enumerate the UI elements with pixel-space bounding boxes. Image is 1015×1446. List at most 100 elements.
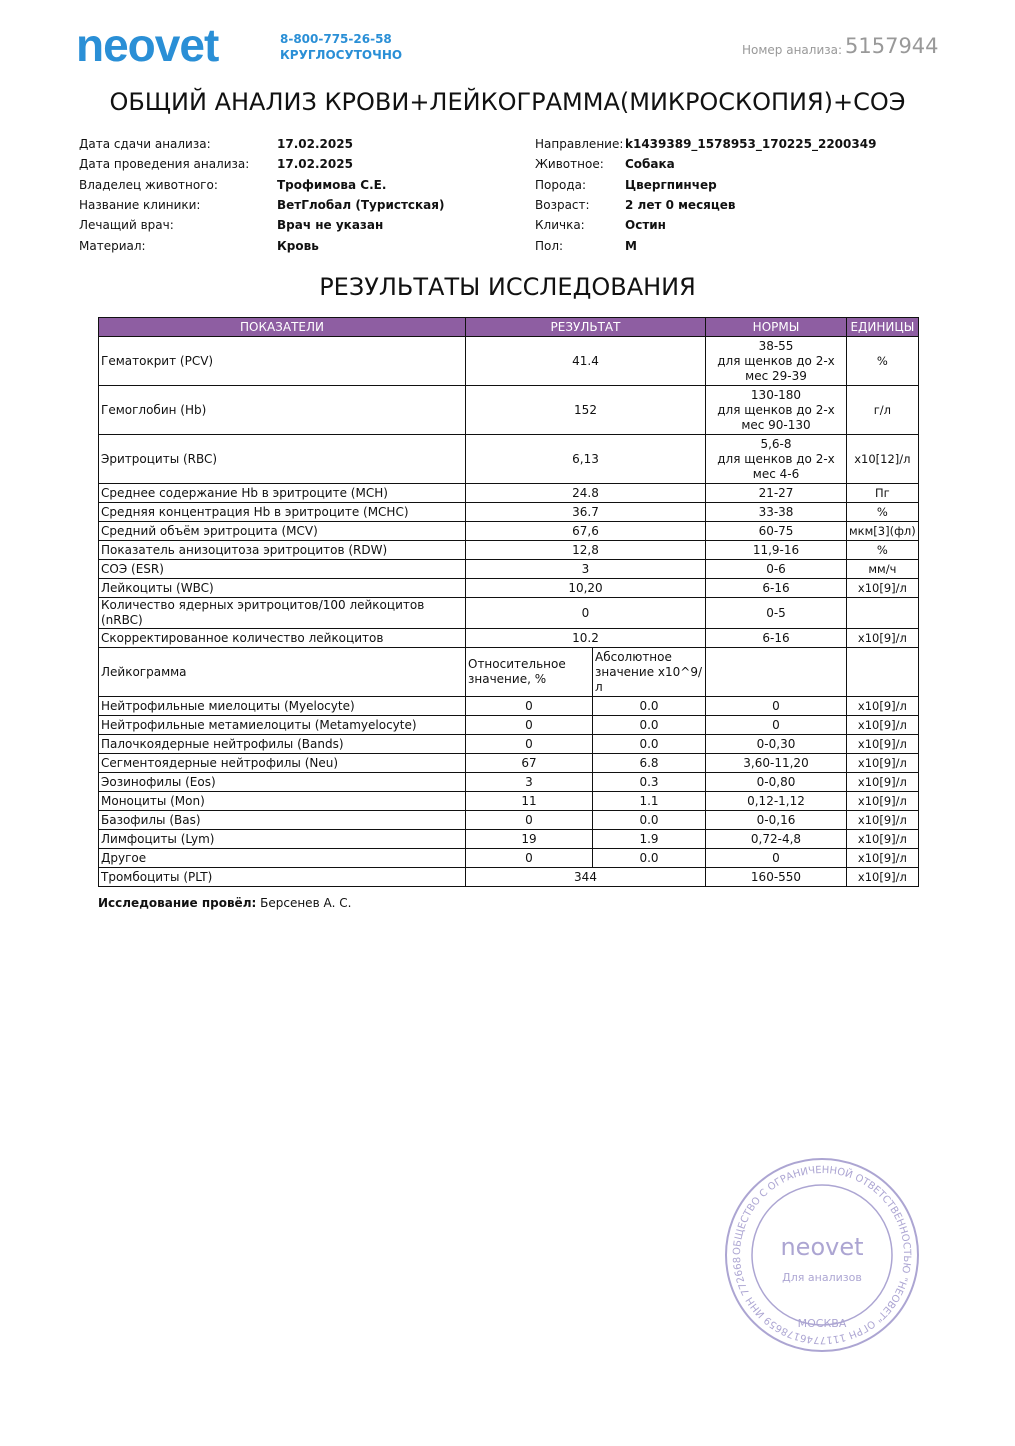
header-cell: ЕДИНИЦЫ bbox=[846, 317, 919, 337]
indicator: Палочкоядерные нейтрофилы (Bands) bbox=[98, 734, 466, 754]
norm: 0,12-1,12 bbox=[705, 791, 847, 811]
norm-line: 60-75 bbox=[758, 523, 794, 538]
indicator: Эритроциты (RBC) bbox=[98, 434, 466, 484]
result: 36.7 bbox=[465, 502, 706, 522]
norm: 0-0,16 bbox=[705, 810, 847, 830]
info-label: Владелец животного: bbox=[79, 178, 218, 192]
absolute: 0.3 bbox=[592, 772, 706, 792]
norm: 33-38 bbox=[705, 502, 847, 522]
unit bbox=[846, 597, 919, 629]
info-label: Возраст: bbox=[535, 198, 590, 212]
norm: 0 bbox=[705, 715, 847, 735]
unit: x10[9]/л bbox=[846, 715, 919, 735]
norm: 21-27 bbox=[705, 483, 847, 503]
unit: x10[9]/л bbox=[846, 867, 919, 887]
norm: 6-16 bbox=[705, 578, 847, 598]
norm-line: мес 4-6 bbox=[752, 466, 800, 481]
info-label: Направление: bbox=[535, 137, 624, 151]
info-value: Трофимова С.Е. bbox=[277, 178, 387, 192]
results-table: ПОКАЗАТЕЛИ РЕЗУЛЬТАТ НОРМЫ ЕДИНИЦЫ Гемат… bbox=[98, 317, 919, 887]
indicator: Скорректированное количество лейкоцитов bbox=[98, 628, 466, 648]
result: 0 bbox=[465, 597, 706, 629]
norm-line: 160-550 bbox=[750, 869, 802, 884]
norm: 0-0,30 bbox=[705, 734, 847, 754]
norm: 0-0,80 bbox=[705, 772, 847, 792]
unit: x10[12]/л bbox=[846, 434, 919, 484]
unit: x10[9]/л bbox=[846, 829, 919, 849]
relative: Относительное значение, % bbox=[465, 647, 593, 697]
norm: 5,6-8 для щенков до 2-х мес 4-6 bbox=[705, 434, 847, 484]
table-row: Гемоглобин (Hb) 152 130-180 для щенков до 2… bbox=[98, 385, 919, 435]
result: 6,13 bbox=[465, 434, 706, 484]
stamp: ОБЩЕСТВО С ОГРАНИЧЕННОЙ ОТВЕТСТВЕННОСТЬЮ… bbox=[722, 1155, 919, 1352]
info-value: 17.02.2025 bbox=[277, 137, 353, 151]
norm: 0 bbox=[705, 848, 847, 868]
info-label: Пол: bbox=[535, 239, 564, 253]
header-cell: РЕЗУЛЬТАТ bbox=[465, 317, 706, 337]
indicator: Другое bbox=[98, 848, 466, 868]
relative: 19 bbox=[465, 829, 593, 849]
indicator: Сегментоядерные нейтрофилы (Neu) bbox=[98, 753, 466, 773]
norm: 38-55 для щенков до 2-х мес 29-39 bbox=[705, 336, 847, 386]
table-row: Средний объём эритроцита (MCV) 67,6 60-75 м… bbox=[98, 521, 919, 541]
norm: 0,72-4,8 bbox=[705, 829, 847, 849]
norm-line: 0-5 bbox=[766, 605, 786, 620]
unit: x10[9]/л bbox=[846, 753, 919, 773]
norm: 11,9-16 bbox=[705, 540, 847, 560]
info-label: Лечащий врач: bbox=[79, 218, 174, 232]
result: 152 bbox=[465, 385, 706, 435]
unit: % bbox=[846, 502, 919, 522]
table-row: Количество ядерных эритроцитов/100 лейко… bbox=[98, 597, 919, 629]
norm-line: 38-55 bbox=[758, 338, 794, 353]
absolute: 1.9 bbox=[592, 829, 706, 849]
info-value: Врач не указан bbox=[277, 218, 384, 232]
table-row: Эозинофилы (Eos) 3 0.3 0-0,80 x10[9]/л bbox=[98, 772, 919, 792]
norm-line: 6-16 bbox=[762, 630, 790, 645]
norm-line: 0 bbox=[772, 850, 780, 865]
stamp-city: МОСКВА bbox=[798, 1317, 847, 1330]
info-label: Кличка: bbox=[535, 218, 585, 232]
unit: x10[9]/л bbox=[846, 810, 919, 830]
indicator: Базофилы (Bas) bbox=[98, 810, 466, 830]
table-row: Показатель анизоцитоза эритроцитов (RDW)… bbox=[98, 540, 919, 560]
norm: 3,60-11,20 bbox=[705, 753, 847, 773]
info-label: Животное: bbox=[535, 157, 604, 171]
unit bbox=[846, 647, 919, 697]
indicator: Лейкограмма bbox=[98, 647, 466, 697]
table-row: Лейкограмма Относительное значение, % Абсо… bbox=[98, 647, 919, 697]
norm-line: 0 bbox=[772, 698, 780, 713]
norm-line: 130-180 bbox=[750, 387, 802, 402]
result: 24.8 bbox=[465, 483, 706, 503]
relative: 67 bbox=[465, 753, 593, 773]
norm-line: 0-0,30 bbox=[756, 736, 796, 751]
unit: x10[9]/л bbox=[846, 578, 919, 598]
logo: neovet bbox=[76, 19, 219, 71]
norm-line: мес 90-130 bbox=[741, 417, 811, 432]
unit: x10[9]/л bbox=[846, 772, 919, 792]
indicator: Моноциты (Mon) bbox=[98, 791, 466, 811]
norm-line: 3,60-11,20 bbox=[743, 755, 809, 770]
absolute: 0.0 bbox=[592, 715, 706, 735]
norm: 0 bbox=[705, 696, 847, 716]
norm-line: 0 bbox=[772, 717, 780, 732]
unit: % bbox=[846, 540, 919, 560]
unit: мкм[3](фл) bbox=[846, 521, 919, 541]
indicator: Тромбоциты (PLT) bbox=[98, 867, 466, 887]
analysis-number: 5157944 bbox=[845, 34, 939, 58]
unit: x10[9]/л bbox=[846, 628, 919, 648]
unit: % bbox=[846, 336, 919, 386]
relative: 0 bbox=[465, 715, 593, 735]
indicator: Нейтрофильные метамиелоциты (Metamyelocy… bbox=[98, 715, 466, 735]
unit: г/л bbox=[846, 385, 919, 435]
result: 10.2 bbox=[465, 628, 706, 648]
table-row: Скорректированное количество лейкоцитов 1… bbox=[98, 628, 919, 648]
norm-line: 5,6-8 bbox=[760, 436, 792, 451]
info-value: М bbox=[625, 239, 637, 253]
table-row: Гематокрит (PCV) 41.4 38-55 для щенков до 2… bbox=[98, 336, 919, 386]
unit: x10[9]/л bbox=[846, 734, 919, 754]
relative: 3 bbox=[465, 772, 593, 792]
unit: мм/ч bbox=[846, 559, 919, 579]
table-row: Нейтрофильные миелоциты (Myelocyte) 0 0.0 0… bbox=[98, 696, 919, 716]
